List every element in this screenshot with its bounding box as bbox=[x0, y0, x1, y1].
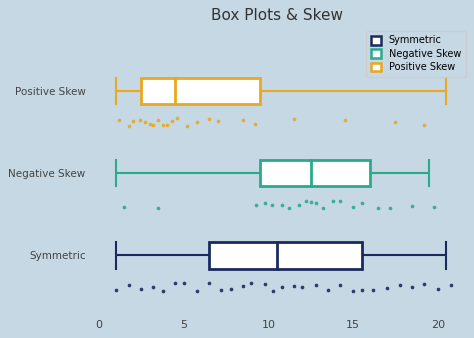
Point bbox=[312, 200, 319, 205]
Point bbox=[120, 204, 128, 210]
Point bbox=[270, 288, 277, 294]
Point bbox=[180, 281, 187, 286]
Point bbox=[278, 202, 286, 207]
Point bbox=[129, 118, 137, 124]
Point bbox=[349, 204, 357, 210]
Point bbox=[392, 119, 399, 124]
Point bbox=[278, 284, 286, 289]
Point bbox=[172, 281, 179, 286]
Point bbox=[434, 286, 442, 291]
Point bbox=[205, 117, 213, 122]
Point bbox=[141, 119, 148, 125]
Point bbox=[183, 123, 191, 129]
Point bbox=[447, 282, 455, 288]
Point bbox=[302, 198, 310, 203]
Point bbox=[409, 284, 416, 290]
Point bbox=[239, 118, 247, 123]
Point bbox=[112, 287, 119, 292]
Title: Box Plots & Skew: Box Plots & Skew bbox=[211, 8, 343, 23]
Point bbox=[251, 121, 259, 126]
Point bbox=[285, 206, 292, 211]
Point bbox=[295, 202, 302, 207]
Point bbox=[193, 288, 201, 293]
Point bbox=[358, 287, 365, 292]
Point bbox=[409, 203, 416, 209]
Point bbox=[312, 282, 319, 287]
Bar bbox=[260, 160, 370, 186]
Point bbox=[386, 205, 394, 210]
Point bbox=[420, 282, 428, 287]
Point bbox=[336, 199, 343, 204]
Point bbox=[307, 199, 314, 204]
Point bbox=[349, 288, 357, 293]
Point bbox=[290, 284, 298, 289]
Point bbox=[163, 123, 171, 128]
Point bbox=[155, 117, 162, 123]
Point bbox=[374, 206, 382, 211]
Point bbox=[149, 284, 157, 289]
Point bbox=[247, 281, 255, 286]
Legend: Symmetric, Negative Skew, Positive Skew: Symmetric, Negative Skew, Positive Skew bbox=[366, 31, 466, 77]
Point bbox=[136, 117, 143, 123]
Point bbox=[290, 116, 298, 121]
Point bbox=[149, 122, 157, 127]
Point bbox=[173, 116, 181, 121]
Point bbox=[155, 206, 162, 211]
Point bbox=[239, 283, 247, 289]
Bar bbox=[141, 78, 260, 104]
Point bbox=[253, 202, 260, 208]
Point bbox=[430, 204, 438, 210]
Point bbox=[261, 200, 269, 205]
Point bbox=[319, 205, 327, 210]
Point bbox=[160, 288, 167, 293]
Point bbox=[193, 119, 201, 125]
Point bbox=[329, 198, 337, 204]
Bar bbox=[209, 242, 362, 269]
Point bbox=[205, 280, 213, 286]
Point bbox=[341, 118, 348, 123]
Point bbox=[299, 284, 306, 290]
Point bbox=[126, 123, 133, 129]
Point bbox=[217, 287, 225, 292]
Point bbox=[160, 122, 167, 127]
Point bbox=[116, 117, 123, 122]
Point bbox=[420, 122, 428, 128]
Point bbox=[227, 286, 235, 291]
Point bbox=[370, 287, 377, 293]
Point bbox=[137, 286, 145, 291]
Point bbox=[324, 287, 331, 292]
Point bbox=[336, 282, 343, 287]
Point bbox=[358, 201, 365, 206]
Point bbox=[261, 281, 269, 287]
Point bbox=[214, 118, 221, 124]
Point bbox=[383, 286, 391, 291]
Point bbox=[126, 282, 133, 288]
Point bbox=[268, 202, 275, 208]
Point bbox=[168, 118, 175, 123]
Point bbox=[397, 283, 404, 288]
Point bbox=[146, 122, 154, 127]
